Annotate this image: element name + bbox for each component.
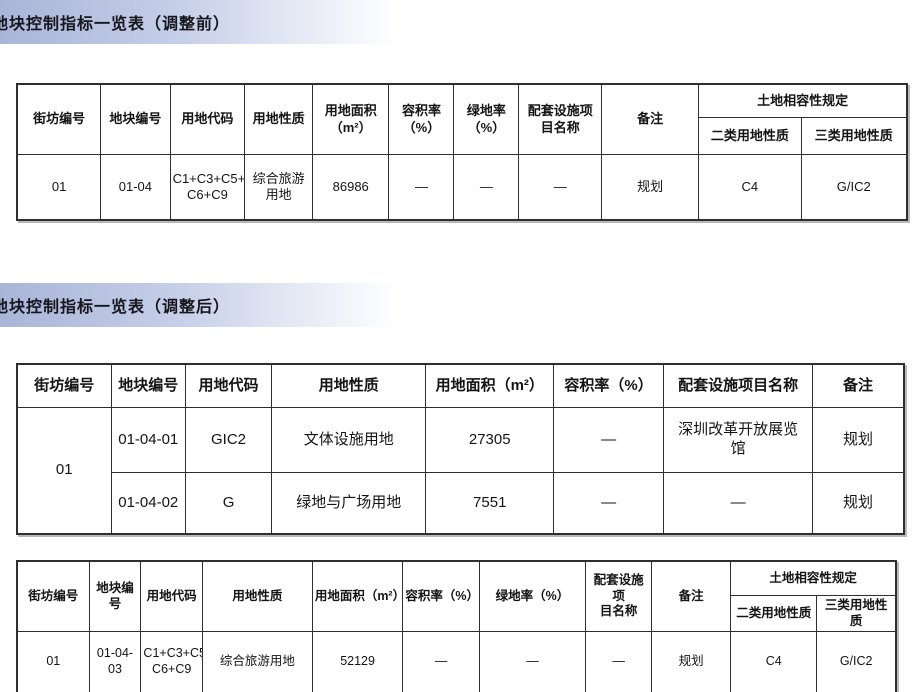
header-land-use: 用地性质 xyxy=(271,363,427,408)
cell-land-code: GIC2 xyxy=(185,407,273,473)
header-plot-ratio: 容积率（%） xyxy=(402,560,480,632)
cell-land-area: 52129 xyxy=(311,631,404,692)
header-land-code: 用地代码 xyxy=(185,363,273,408)
table-row: 01-04-02 G 绿地与广场用地 7551 — — 规划 xyxy=(17,472,905,535)
cell-plot-no: 01-04-01 xyxy=(110,407,187,473)
header-land-area: 用地面积（m²） xyxy=(425,363,555,408)
header-facility-name: 配套设施项 目名称 xyxy=(518,83,603,155)
header-facility-name: 配套设施项目名称 xyxy=(663,363,814,408)
header-block-no: 街坊编号 xyxy=(16,560,90,632)
header-plot-no: 地块编号 xyxy=(88,560,142,632)
cell-facility-name: — xyxy=(518,154,603,221)
cell-remarks: 规划 xyxy=(812,407,905,473)
cell-plot-ratio: — xyxy=(553,472,665,535)
cell-land-use: 综合旅游 用地 xyxy=(244,154,313,221)
table-before: 街坊编号 地块编号 用地代码 用地性质 用地面积 （m²） 容积率 （%） 绿地… xyxy=(16,83,908,221)
cell-block-no: 01 xyxy=(16,154,102,221)
cell-green-ratio: — xyxy=(478,631,587,692)
header-land-use: 用地性质 xyxy=(244,83,313,155)
cell-compat-class2: C4 xyxy=(730,631,818,692)
header-plot-ratio: 容积率 （%） xyxy=(388,83,455,155)
header-plot-no: 地块编号 xyxy=(110,363,187,408)
table-row: 01 01-04-03 C1+C3+C5+ C6+C9 综合旅游用地 52129… xyxy=(16,631,897,692)
cell-land-area: 27305 xyxy=(425,407,555,473)
cell-land-use: 文体设施用地 xyxy=(271,407,427,473)
header-compat-class2: 二类用地性质 xyxy=(730,595,818,632)
section-title-band-after: 地块控制指标一览表（调整后） xyxy=(0,283,640,327)
cell-compat-class3: G/IC2 xyxy=(816,631,897,692)
cell-compat-class3: G/IC2 xyxy=(800,154,908,221)
header-land-compatibility: 土地相容性规定 xyxy=(730,560,897,596)
cell-land-code: C1+C3+C5+ C6+C9 xyxy=(140,631,203,692)
header-land-code: 用地代码 xyxy=(169,83,246,155)
cell-remarks: 规划 xyxy=(651,631,732,692)
header-plot-no: 地块编号 xyxy=(100,83,171,155)
cell-remarks: 规划 xyxy=(812,472,905,535)
header-remarks: 备注 xyxy=(651,560,732,632)
cell-plot-ratio: — xyxy=(553,407,665,473)
cell-block-no: 01 xyxy=(16,407,112,535)
table-row: 01 01-04-01 GIC2 文体设施用地 27305 — 深圳改革开放展览… xyxy=(16,407,905,535)
header-plot-ratio: 容积率（%） xyxy=(553,363,665,408)
cell-plot-no: 01-04-03 xyxy=(88,631,142,692)
cell-land-area: 86986 xyxy=(311,154,390,221)
cell-facility-name: 深圳改革开放展览 馆 xyxy=(663,407,814,473)
cell-land-use: 综合旅游用地 xyxy=(201,631,313,692)
header-remarks: 备注 xyxy=(812,363,905,408)
header-compat-class3: 三类用地性质 xyxy=(816,595,897,632)
header-land-compatibility: 土地相容性规定 xyxy=(698,83,908,118)
section-title-before: 地块控制指标一览表（调整前） xyxy=(0,16,231,33)
cell-remarks: 规划 xyxy=(601,154,700,221)
table-after-sub: 街坊编号 地块编号 用地代码 用地性质 用地面积（m²） 容积率（%） 绿地率（… xyxy=(16,560,897,692)
header-remarks: 备注 xyxy=(601,83,700,155)
section-title-band-before: 地块控制指标一览表（调整前） xyxy=(0,0,640,44)
header-land-code: 用地代码 xyxy=(140,560,203,632)
cell-compat-class2: C4 xyxy=(698,154,802,221)
cell-green-ratio: — xyxy=(453,154,520,221)
cell-block-no: 01 xyxy=(16,631,90,692)
table-after-main: 街坊编号 地块编号 用地代码 用地性质 用地面积（m²） 容积率（%） 配套设施… xyxy=(16,363,905,535)
cell-facility-name: — xyxy=(585,631,653,692)
cell-facility-name: — xyxy=(663,472,814,535)
cell-land-code: G xyxy=(185,472,273,535)
header-land-area: 用地面积（m²） xyxy=(311,560,404,632)
header-land-area: 用地面积 （m²） xyxy=(311,83,390,155)
cell-plot-no: 01-04-02 xyxy=(110,472,187,535)
header-block-no: 街坊编号 xyxy=(16,83,102,155)
section-title-after: 地块控制指标一览表（调整后） xyxy=(0,299,231,316)
header-green-ratio: 绿地率（%） xyxy=(478,560,587,632)
header-green-ratio: 绿地率 （%） xyxy=(453,83,520,155)
cell-land-code: C1+C3+C5+ C6+C9 xyxy=(169,154,246,221)
header-block-no: 街坊编号 xyxy=(16,363,112,408)
header-land-use: 用地性质 xyxy=(201,560,313,632)
cell-plot-ratio: — xyxy=(402,631,480,692)
header-facility-name: 配套设施项 目名称 xyxy=(585,560,653,632)
header-compat-class3: 三类用地性质 xyxy=(800,117,908,155)
table-row: 01 01-04 C1+C3+C5+ C6+C9 综合旅游 用地 86986 —… xyxy=(16,154,908,221)
header-compat-class2: 二类用地性质 xyxy=(698,117,802,155)
cell-land-area: 7551 xyxy=(425,472,555,535)
cell-plot-no: 01-04 xyxy=(100,154,171,221)
cell-plot-ratio: — xyxy=(388,154,455,221)
cell-land-use: 绿地与广场用地 xyxy=(271,472,427,535)
